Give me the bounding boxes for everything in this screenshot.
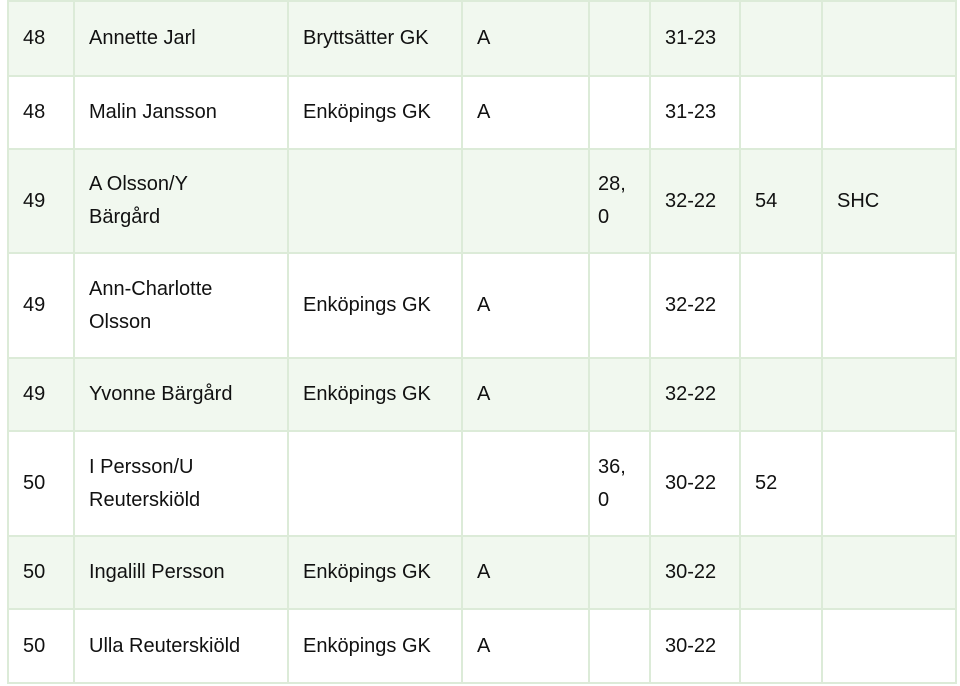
table-row: 50 Ingalill Persson Enköpings GK A 30-22 [7, 535, 957, 610]
table-row: 50 Ulla Reuterskiöld Enköpings GK A 30-22 [7, 608, 957, 684]
table-cell: 31-23 [649, 75, 741, 150]
table-cell: Ann-Charlotte Olsson [73, 252, 289, 359]
table-row: 49 A Olsson/Y Bärgård 28, 0 32-22 54 SHC [7, 148, 957, 254]
table-cell: Enköpings GK [287, 75, 463, 150]
table-cell: Ingalill Persson [73, 535, 289, 610]
table-cell [588, 357, 651, 432]
table-cell: Enköpings GK [287, 535, 463, 610]
table-cell [821, 357, 957, 432]
table-cell [588, 75, 651, 150]
table-cell: Yvonne Bärgård [73, 357, 289, 432]
table-cell: Enköpings GK [287, 357, 463, 432]
table-cell: 50 [7, 608, 75, 684]
table-cell: Enköpings GK [287, 252, 463, 359]
table-cell [588, 252, 651, 359]
table-cell: A [461, 252, 590, 359]
table-cell [739, 535, 823, 610]
table-cell: 49 [7, 252, 75, 359]
table-body: 48 Annette Jarl Bryttsätter GK A 31-23 48 Mali… [7, 0, 957, 684]
table-cell: 36, 0 [588, 430, 651, 537]
table-cell: 28, 0 [588, 148, 651, 254]
table-cell [461, 430, 590, 537]
table-cell: A [461, 608, 590, 684]
table-cell: 32-22 [649, 148, 741, 254]
table-cell: 52 [739, 430, 823, 537]
table-cell: 50 [7, 430, 75, 537]
table-cell: 48 [7, 0, 75, 77]
results-table: 48 Annette Jarl Bryttsätter GK A 31-23 48 Mali… [7, 0, 957, 684]
table-cell [739, 0, 823, 77]
table-cell [739, 608, 823, 684]
table-cell: A [461, 535, 590, 610]
table-cell: 48 [7, 75, 75, 150]
table-row: 48 Malin Jansson Enköpings GK A 31-23 [7, 75, 957, 150]
table-cell: 50 [7, 535, 75, 610]
table-row: 49 Ann-Charlotte Olsson Enköpings GK A 32-22 [7, 252, 957, 359]
table-cell [821, 430, 957, 537]
table-cell: SHC [821, 148, 957, 254]
table-cell: A [461, 0, 590, 77]
table-cell [461, 148, 590, 254]
table-cell [287, 148, 463, 254]
table-cell [821, 0, 957, 77]
table-cell [821, 535, 957, 610]
table-cell: Ulla Reuterskiöld [73, 608, 289, 684]
table-cell: 49 [7, 357, 75, 432]
table-cell: 30-22 [649, 608, 741, 684]
table-row: 49 Yvonne Bärgård Enköpings GK A 32-22 [7, 357, 957, 432]
table-cell: A [461, 75, 590, 150]
table-cell: A Olsson/Y Bärgård [73, 148, 289, 254]
table-cell [588, 0, 651, 77]
table-cell: Bryttsätter GK [287, 0, 463, 77]
table-cell: 54 [739, 148, 823, 254]
table-cell: Enköpings GK [287, 608, 463, 684]
table-cell [588, 608, 651, 684]
table-cell [821, 252, 957, 359]
table-cell: 49 [7, 148, 75, 254]
table-cell: Annette Jarl [73, 0, 289, 77]
table-cell: 32-22 [649, 357, 741, 432]
table-cell: 30-22 [649, 535, 741, 610]
table-cell [588, 535, 651, 610]
table-cell [739, 357, 823, 432]
table-cell: 32-22 [649, 252, 741, 359]
table-cell: A [461, 357, 590, 432]
table-cell: I Persson/U Reuterskiöld [73, 430, 289, 537]
table-cell [821, 75, 957, 150]
table-cell: 30-22 [649, 430, 741, 537]
table-cell [287, 430, 463, 537]
table-row: 50 I Persson/U Reuterskiöld 36, 0 30-22 52 [7, 430, 957, 537]
table-cell [821, 608, 957, 684]
table-cell: 31-23 [649, 0, 741, 77]
table-cell: Malin Jansson [73, 75, 289, 150]
table-row: 48 Annette Jarl Bryttsätter GK A 31-23 [7, 0, 957, 77]
table-cell [739, 252, 823, 359]
table-cell [739, 75, 823, 150]
